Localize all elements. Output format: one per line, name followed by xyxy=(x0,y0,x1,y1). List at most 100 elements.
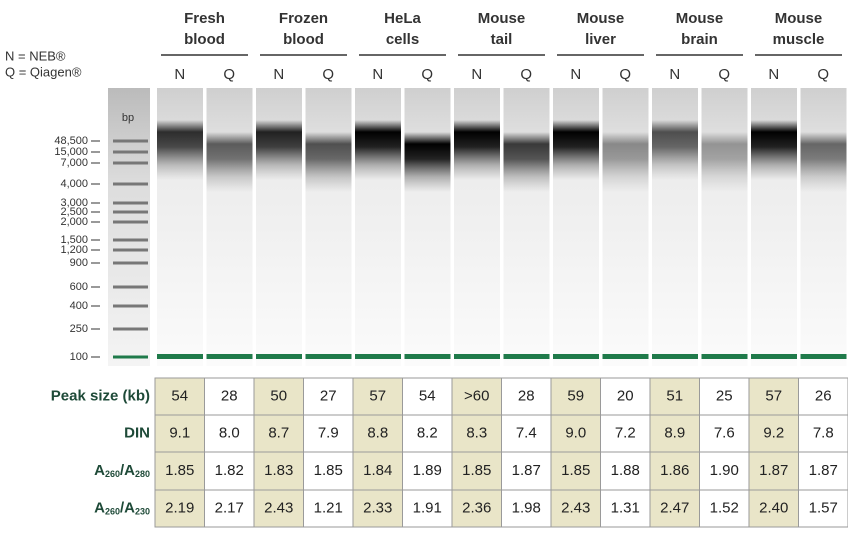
row-label-part: A xyxy=(94,462,105,479)
lane-label: N xyxy=(570,66,581,83)
cell-value: 8.9 xyxy=(664,424,685,441)
table-cell xyxy=(748,414,799,453)
marker-band xyxy=(355,354,401,359)
cell-value: 7.8 xyxy=(813,424,834,441)
row-label-part: 280 xyxy=(135,469,150,479)
row-label-part: /A xyxy=(120,499,135,516)
lane xyxy=(701,88,748,366)
marker-band xyxy=(602,354,649,359)
table-cell xyxy=(550,489,601,528)
ladder-label: 1,200 xyxy=(60,244,88,256)
marker-band xyxy=(305,354,352,359)
cell-value: 1.86 xyxy=(660,462,689,479)
table-cell xyxy=(451,451,502,491)
row-label: A260/A280 xyxy=(94,462,150,479)
row-label-part: /A xyxy=(120,462,135,479)
dna-band xyxy=(602,132,649,192)
cell-value: 1.31 xyxy=(611,499,640,516)
cell-value: 1.90 xyxy=(710,462,739,479)
cell-value: 50 xyxy=(270,387,287,404)
dna-band xyxy=(701,132,748,192)
group-label: blood xyxy=(184,31,225,48)
lane-label: N xyxy=(174,66,185,83)
table-cell xyxy=(402,414,453,453)
dna-band xyxy=(404,132,451,192)
marker-band xyxy=(553,354,599,359)
group-label: Mouse xyxy=(676,10,724,27)
table-cell xyxy=(253,451,304,491)
cell-value: 1.85 xyxy=(561,462,590,479)
cell-value: 51 xyxy=(666,387,683,404)
ladder-label: 3,000 xyxy=(60,197,88,209)
ladder-band xyxy=(113,150,148,154)
table-cell xyxy=(303,377,354,416)
row-label: Peak size (kb) xyxy=(51,387,150,404)
table-cell xyxy=(402,377,453,416)
group-label: brain xyxy=(681,31,718,48)
cell-value: 59 xyxy=(567,387,584,404)
cell-value: 1.87 xyxy=(759,462,788,479)
cell-value: 8.7 xyxy=(268,424,289,441)
cell-value: 57 xyxy=(765,387,782,404)
table-cell xyxy=(550,377,601,416)
cell-value: 2.47 xyxy=(660,499,689,516)
group-label: Mouse xyxy=(577,10,625,27)
ladder-label: 600 xyxy=(70,281,88,293)
marker-band xyxy=(701,354,748,359)
cell-value: 1.57 xyxy=(809,499,838,516)
ladder-band xyxy=(113,210,148,214)
legend-qiagen: Q = Qiagen® xyxy=(5,64,82,79)
dna-band xyxy=(751,120,797,180)
marker-band xyxy=(157,354,203,359)
cell-value: 8.8 xyxy=(367,424,388,441)
ladder-label: 100 xyxy=(70,351,88,363)
group-label: liver xyxy=(585,31,616,48)
cell-value: 54 xyxy=(419,387,436,404)
cell-value: >60 xyxy=(464,387,489,404)
lane xyxy=(602,88,649,366)
dna-band xyxy=(256,120,302,180)
ladder-label: 4,000 xyxy=(60,178,88,190)
cell-value: 54 xyxy=(171,387,188,404)
dna-band xyxy=(652,120,698,180)
lane-label: Q xyxy=(223,66,235,83)
cell-value: 8.0 xyxy=(219,424,240,441)
ladder-label: 900 xyxy=(70,257,88,269)
lane-label: N xyxy=(273,66,284,83)
dna-band xyxy=(553,120,599,180)
cell-value: 9.0 xyxy=(565,424,586,441)
row-label-part: 260 xyxy=(105,469,120,479)
ladder-label: 2,500 xyxy=(60,206,88,218)
ladder-unit: bp xyxy=(122,112,134,124)
cell-value: 20 xyxy=(617,387,634,404)
ladder-band xyxy=(113,355,148,359)
ladder-band xyxy=(113,248,148,252)
cell-value: 25 xyxy=(716,387,733,404)
cell-value: 1.87 xyxy=(809,462,838,479)
row-label: DIN xyxy=(124,424,150,441)
ladder-band xyxy=(113,161,148,165)
ladder-label: 1,500 xyxy=(60,234,88,246)
cell-value: 2.19 xyxy=(165,499,194,516)
lane-label: N xyxy=(372,66,383,83)
dna-band xyxy=(157,120,203,180)
group-label: HeLa xyxy=(384,10,421,27)
group-label: Fresh xyxy=(184,10,225,27)
table-cell xyxy=(550,451,601,491)
cell-value: 7.6 xyxy=(714,424,735,441)
table-cell xyxy=(352,451,403,491)
marker-band xyxy=(503,354,550,359)
cell-value: 9.2 xyxy=(763,424,784,441)
table-cell xyxy=(154,489,205,528)
cell-value: 9.1 xyxy=(169,424,190,441)
ladder-lane xyxy=(108,88,150,366)
table-cell xyxy=(798,451,848,491)
row-label-part: DIN xyxy=(124,424,150,441)
table-cell xyxy=(699,414,750,453)
cell-value: 1.89 xyxy=(413,462,442,479)
ladder-band xyxy=(113,220,148,224)
marker-band xyxy=(256,354,302,359)
row-label-part: A xyxy=(94,499,105,516)
group-label: Mouse xyxy=(775,10,823,27)
